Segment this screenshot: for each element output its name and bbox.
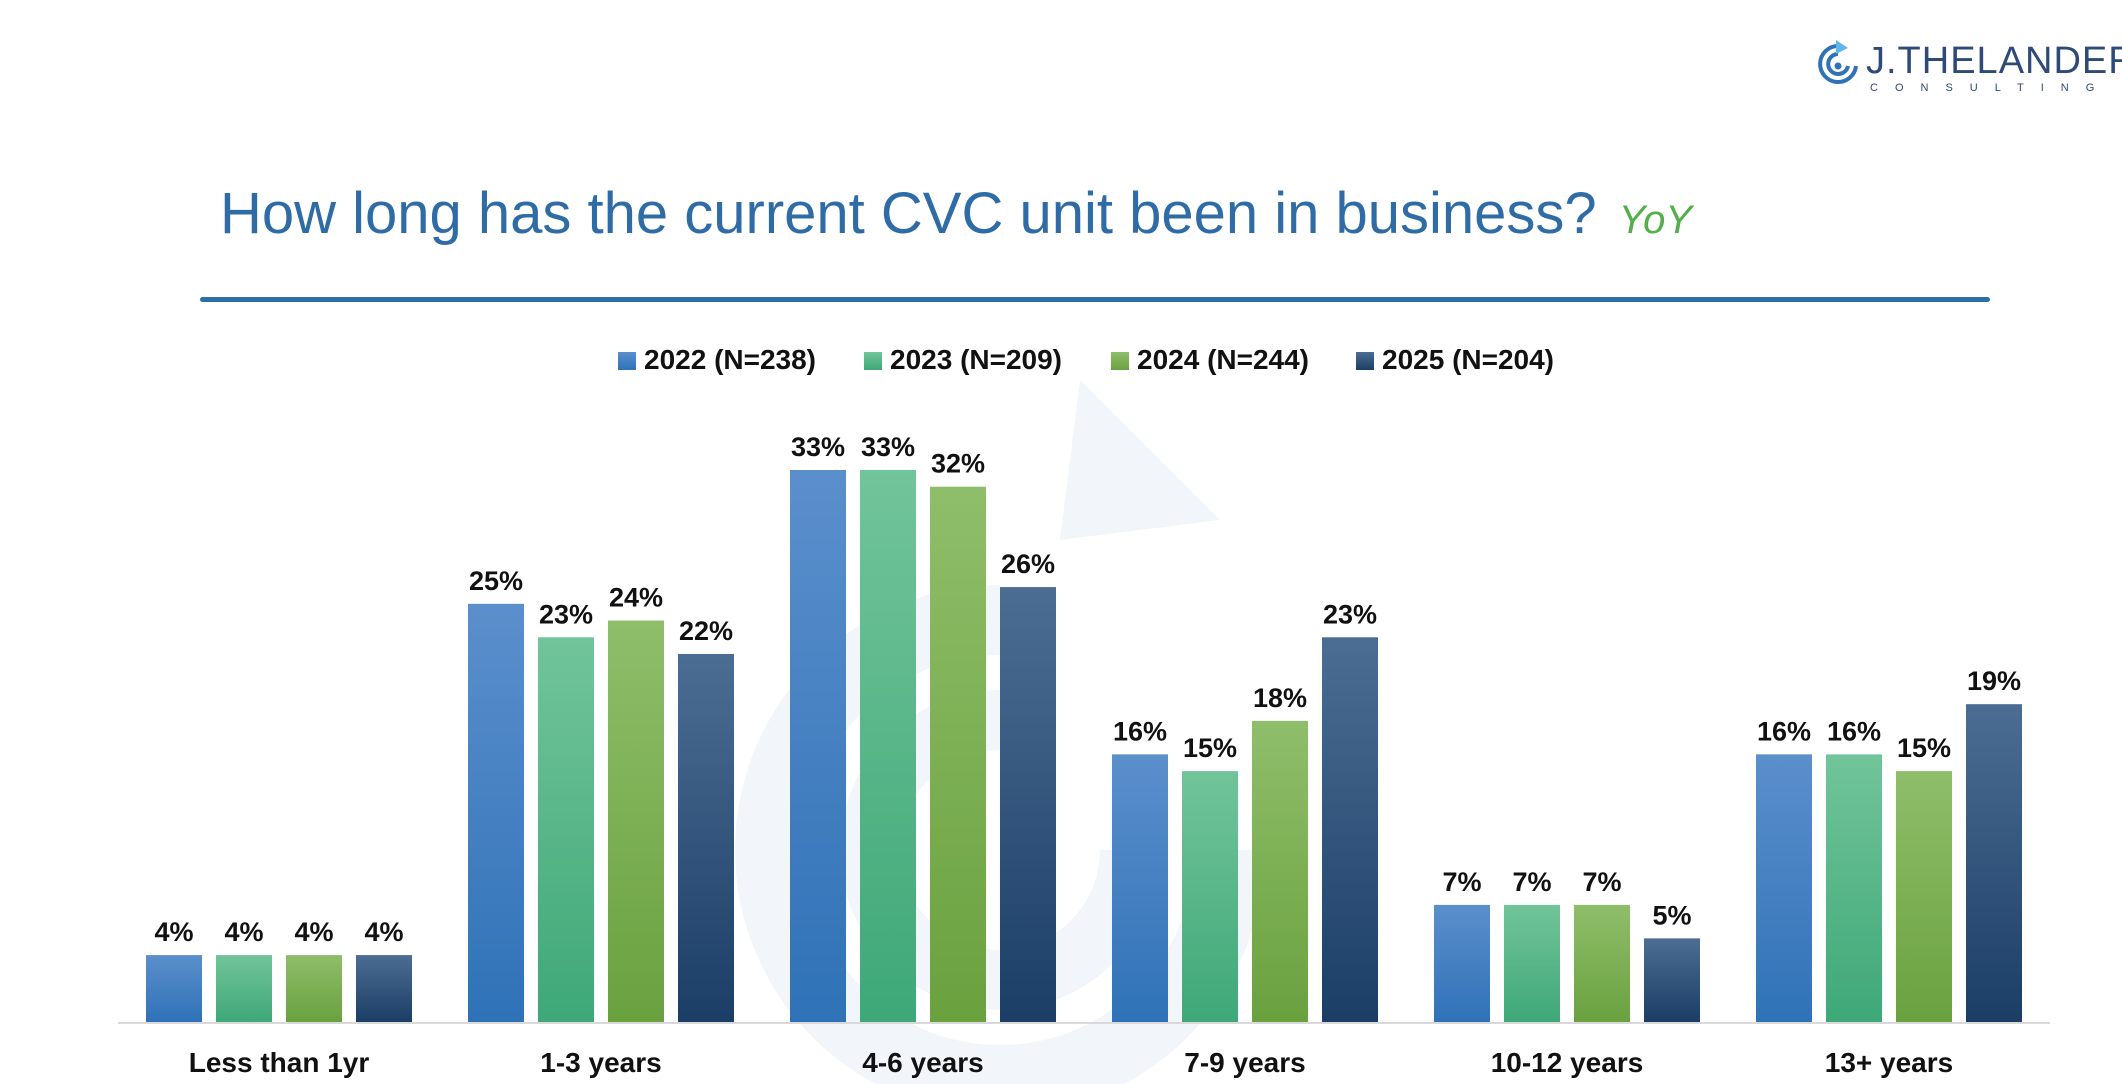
bar-value-label: 33% [861, 432, 915, 462]
legend-label: 2023 (N=209) [890, 344, 1062, 375]
bar [468, 603, 524, 1022]
page-title: How long has the current CVC unit been i… [220, 180, 1692, 247]
legend-label: 2024 (N=244) [1137, 344, 1309, 375]
legend-swatch [1356, 352, 1374, 370]
bar [1896, 771, 1952, 1022]
legend-label: 2022 (N=238) [644, 344, 816, 375]
bar [1000, 587, 1056, 1022]
bar [860, 470, 916, 1022]
bar [1504, 904, 1560, 1022]
category-label: 7-9 years [1184, 1047, 1305, 1078]
category-label: 1-3 years [540, 1047, 661, 1078]
bar [1182, 771, 1238, 1022]
bar-value-label: 7% [1442, 867, 1481, 897]
title-divider [200, 297, 1990, 302]
bar-value-label: 23% [1323, 599, 1377, 629]
bar-value-label: 33% [791, 432, 845, 462]
bar-value-label: 32% [931, 449, 985, 479]
bar-value-label: 15% [1183, 733, 1237, 763]
category-label: 10-12 years [1491, 1047, 1644, 1078]
bar [608, 620, 664, 1022]
legend-swatch [618, 352, 636, 370]
bar-value-label: 15% [1897, 733, 1951, 763]
bar-value-label: 4% [224, 917, 263, 947]
logo-subtitle: CONSULTING [1870, 82, 2112, 94]
spiral-logo-icon [1818, 40, 1858, 84]
bar-value-label: 7% [1582, 867, 1621, 897]
bar-value-label: 7% [1512, 867, 1551, 897]
bar-value-label: 23% [539, 599, 593, 629]
bar [790, 470, 846, 1022]
bar [146, 955, 202, 1022]
company-logo: J.THELANDER CONSULTING [1816, 36, 2122, 96]
category-labels: Less than 1yr 1-3 years 4-6 years 7-9 years… [189, 1047, 1954, 1078]
category-label: 13+ years [1825, 1047, 1953, 1078]
bar-value-label: 16% [1113, 716, 1167, 746]
bar-value-label: 4% [154, 917, 193, 947]
logo-wordmark: J.THELANDER [1866, 40, 2122, 82]
bar-value-label: 19% [1967, 666, 2021, 696]
bar-value-label: 22% [679, 616, 733, 646]
bar [1644, 938, 1700, 1022]
chart-legend: 2022 (N=238) 2023 (N=209) 2024 (N=244) 2025… [618, 344, 1554, 375]
bar-group: 4% 4% 4% 4% 25% 23% 24% 22% 33% 33% 32% 26% 16% 15% 18… [146, 432, 2022, 1022]
bar-value-label: 25% [469, 566, 523, 596]
legend-swatch [1111, 352, 1129, 370]
bar-value-label: 16% [1827, 716, 1881, 746]
bar-value-label: 18% [1253, 683, 1307, 713]
title-yoy-tag: YoY [1618, 198, 1693, 242]
bar-value-label: 16% [1757, 716, 1811, 746]
bar [678, 654, 734, 1022]
bar-value-label: 5% [1652, 900, 1691, 930]
category-label: 4-6 years [862, 1047, 983, 1078]
bar-value-label: 4% [294, 917, 333, 947]
bar [1966, 704, 2022, 1022]
bar [356, 955, 412, 1022]
bar [930, 486, 986, 1022]
bar [1574, 904, 1630, 1022]
legend-label: 2025 (N=204) [1382, 344, 1554, 375]
bar-value-label: 26% [1001, 549, 1055, 579]
title-text: How long has the current CVC unit been i… [220, 181, 1597, 246]
bar [286, 955, 342, 1022]
bar [1112, 754, 1168, 1022]
bar [1756, 754, 1812, 1022]
bar-value-label: 24% [609, 583, 663, 613]
bar-value-label: 4% [364, 917, 403, 947]
bar [1826, 754, 1882, 1022]
bar [1434, 904, 1490, 1022]
category-label: Less than 1yr [189, 1047, 370, 1078]
legend-swatch [864, 352, 882, 370]
bar [216, 955, 272, 1022]
bar [1322, 637, 1378, 1022]
bar [538, 637, 594, 1022]
bar [1252, 720, 1308, 1022]
